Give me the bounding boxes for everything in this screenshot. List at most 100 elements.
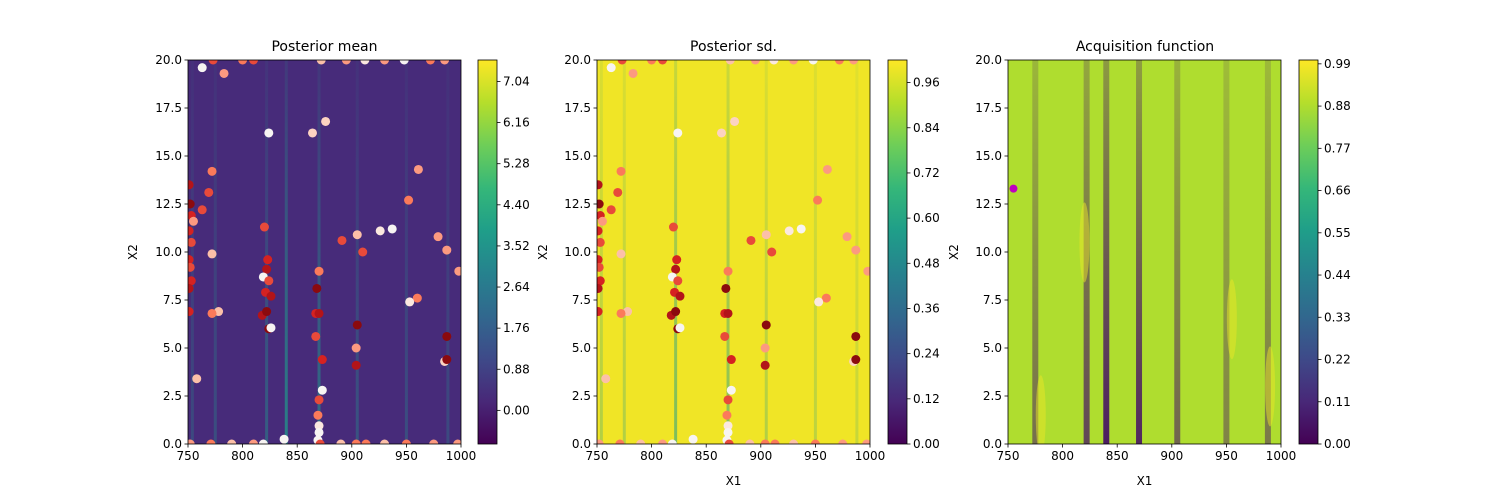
colorbar-tick-label: 0.88 [503,362,530,376]
x-tick-label: 800 [231,449,254,463]
sample-point [314,395,324,405]
sample-point [597,216,607,226]
sample-point [716,128,726,138]
y-tick-label: 20.0 [975,53,1002,67]
sample-point [770,439,780,444]
sample-point [262,264,272,274]
sample-point [760,439,770,444]
sample-point [810,439,820,444]
heatmap-stripe [190,60,194,444]
heatmap-background [1008,60,1281,444]
sample-point [851,355,861,365]
sample-point [204,187,214,197]
sample-point [429,439,439,444]
sample-point [352,320,362,330]
heatmap-highlight [1265,346,1276,427]
colorbar-tick-label: 5.28 [503,157,530,171]
sample-point [723,308,733,318]
sample-point [207,249,217,259]
sample-point [842,232,852,242]
panel-title: Posterior sd. [690,39,777,55]
x-tick-label: 850 [1106,449,1129,463]
sample-point [188,180,194,190]
sample-point [264,276,274,286]
y-tick-label: 12.5 [564,197,591,211]
heatmap-stripe [726,60,730,444]
sample-point [188,237,196,247]
sample-point [440,60,450,65]
sample-point [597,262,604,272]
sample-point [192,374,202,384]
sample-point [404,195,414,205]
sample-point [726,355,736,365]
sample-point [454,266,461,276]
sample-point [606,63,616,73]
sample-point [312,283,322,293]
colorbar-tick-label: 0.84 [913,121,940,135]
sample-point [616,166,626,176]
colorbar-tick-label: 0.55 [1324,226,1351,240]
x-tick-label: 800 [640,449,663,463]
sample-point [628,68,638,78]
sample-point [314,308,324,318]
sample-point [597,226,603,236]
sample-point [813,195,823,205]
heatmap-stripe [1103,60,1110,444]
panel-posterior-sd: Posterior sd. 750 800 850 900 950 1000 0.0 2.5 5… [536,39,940,488]
y-tick-label: 0.0 [572,437,591,451]
sample-point [433,232,443,242]
sample-point [617,60,627,65]
y-tick-label: 10.0 [155,245,182,259]
y-tick-label: 7.5 [163,293,182,307]
panel-posterior-mean: Posterior mean 750 800 850 900 950 1000 0.0 2.5… [126,39,530,463]
sample-point [442,245,452,255]
sample-point [188,226,194,236]
sample-point [266,323,276,333]
sample-point [317,385,327,395]
x-tick-label: 900 [1160,449,1183,463]
colorbar-tick-label: 0.24 [913,347,940,361]
sample-point [442,355,452,365]
colorbar-tick-label: 0.99 [1324,57,1351,71]
sample-point [307,128,317,138]
sample-point [746,235,756,245]
sample-point [723,266,733,276]
panel-title: Posterior mean [271,39,377,55]
colorbar-tick-label: 0.00 [913,437,940,451]
x-tick-label: 800 [1051,449,1074,463]
sample-point [249,60,259,65]
sample-point [316,60,326,65]
x-tick-label: 1000 [855,449,886,463]
colorbar-tick-label: 2.64 [503,280,530,294]
sample-point [314,266,324,276]
y-tick-label: 15.0 [155,149,182,163]
sample-point [352,230,362,240]
sample-point [597,237,605,247]
sample-point [321,116,331,126]
heatmap [1008,60,1281,444]
sample-point [313,410,323,420]
x-axis-label: X1 [726,474,742,488]
sample-point [249,439,259,444]
colorbar-tick-label: 0.11 [1324,395,1351,409]
colorbar-tick-label: 0.77 [1324,141,1351,155]
x-tick-label: 950 [1215,449,1238,463]
sample-point [311,331,321,341]
sample-point [668,222,678,232]
x-tick-label: 950 [395,449,418,463]
heatmap-stripe [764,60,768,444]
y-tick-label: 0.0 [163,437,182,451]
sample-point [789,60,799,65]
sample-point [838,439,848,444]
heatmap-stripe [1223,60,1230,444]
sample-point [361,439,371,444]
sample-point [207,308,217,318]
heatmap-stripe [1264,60,1271,444]
sample-point [380,60,390,65]
sample-point [405,297,415,307]
sample-point [197,205,207,215]
colorbar-tick-label: 0.66 [1324,184,1351,198]
sample-point [351,343,361,353]
x-tick-label: 850 [695,449,718,463]
sample-point [723,421,733,431]
